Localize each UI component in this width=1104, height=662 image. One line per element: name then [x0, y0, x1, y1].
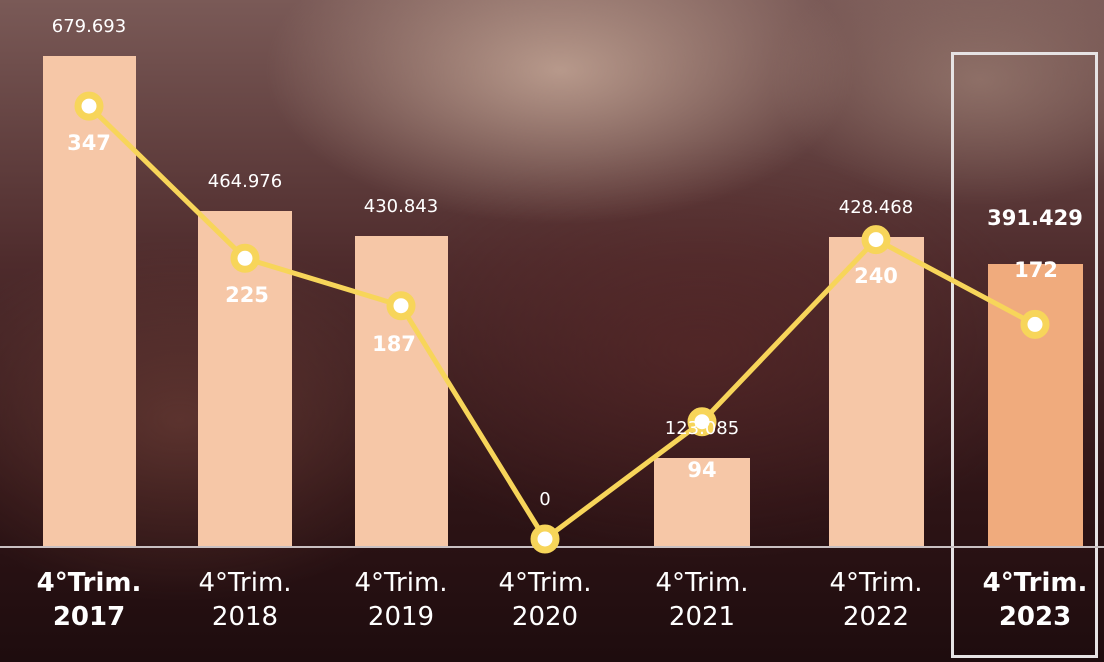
line-point-4	[687, 407, 717, 437]
x-tick-line: 2022	[842, 602, 910, 632]
line-point-2	[386, 291, 416, 321]
line-value-label-0: 347	[67, 131, 111, 156]
x-tick-line: 4°Trim.	[198, 568, 292, 598]
x-tick-3: 4°Trim. 2020	[475, 566, 615, 634]
bar-5	[828, 237, 924, 547]
x-tick-line: 2021	[668, 602, 736, 632]
line-value-label-5: 240	[854, 263, 898, 288]
x-tick-line: 4°Trim.	[498, 568, 592, 598]
line-point-6	[1020, 309, 1050, 339]
highlight-frame-2023	[951, 52, 1098, 658]
x-tick-line: 2019	[367, 602, 435, 632]
x-tick-line: 4°Trim.	[655, 568, 749, 598]
x-tick-2: 4°Trim. 2019	[331, 566, 471, 634]
line-value-label-2: 187	[372, 331, 416, 356]
line-point-0	[74, 91, 104, 121]
bar-value-label-2: 430.843	[363, 195, 439, 217]
bar-value-label-4: 123.085	[664, 418, 740, 440]
x-tick-line: 2018	[211, 602, 279, 632]
x-tick-6: 4°Trim. 2023	[965, 566, 1104, 634]
x-tick-0: 4°Trim. 2017	[19, 566, 159, 634]
x-tick-line: 4°Trim.	[982, 568, 1088, 598]
bar-value-label-6: 391.429	[987, 206, 1083, 231]
line-point-1	[230, 243, 260, 273]
bar-value-label-5: 428.468	[838, 197, 914, 219]
line-value-label-6: 172	[1014, 258, 1058, 283]
x-tick-line: 2023	[998, 602, 1072, 632]
x-tick-line: 2017	[52, 602, 126, 632]
bar-value-label-1: 464.976	[207, 171, 283, 193]
bar-4	[654, 458, 750, 547]
line-point-3	[530, 524, 560, 554]
x-tick-line: 2020	[511, 602, 579, 632]
x-tick-line: 4°Trim.	[354, 568, 448, 598]
bar-value-label-0: 679.693	[51, 16, 127, 37]
line-point-5	[861, 225, 891, 255]
line-value-label-1: 225	[225, 283, 269, 308]
x-tick-line: 4°Trim.	[829, 568, 923, 598]
bar-2	[354, 235, 448, 547]
line-value-label-4: 94	[687, 457, 717, 482]
bar-value-label-3: 0	[539, 489, 551, 510]
x-tick-line: 4°Trim.	[36, 568, 142, 598]
x-tick-1: 4°Trim. 2018	[175, 566, 315, 634]
x-tick-5: 4°Trim. 2022	[806, 566, 946, 634]
x-tick-4: 4°Trim. 2021	[632, 566, 772, 634]
